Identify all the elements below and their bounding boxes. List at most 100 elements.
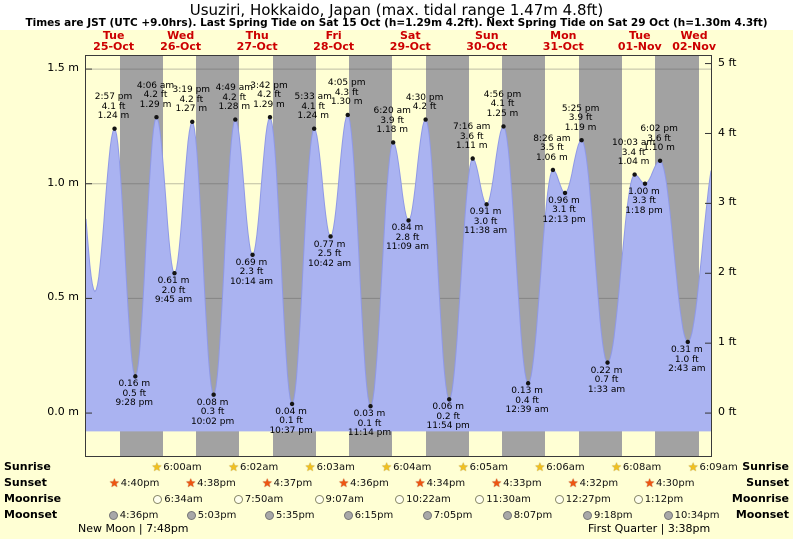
m-axis-tick-label: 0.5 m (47, 290, 79, 304)
tide-low-label: 0.61 m 2.0 ft 9:45 am (155, 277, 192, 306)
moonset-circle-icon (265, 510, 274, 520)
tide-label-line: 0.3 ft (200, 407, 225, 418)
sunrise-entry: ★ 6:09am (688, 460, 738, 474)
tide-label-line: 4:49 am (215, 83, 253, 93)
tide-label-line: 4.2 ft (412, 102, 437, 112)
tide-label-line: 0.4 ft (515, 395, 539, 406)
day-of-week: Thu (245, 29, 269, 42)
tide-low-label: 0.96 m 3.1 ft 12:13 pm (542, 196, 586, 226)
tide-label-line: 3.5 ft (540, 143, 564, 153)
moonset-time: 10:34pm (674, 509, 720, 521)
tide-high-label: 3:42 pm 4.2 ft 1.29 m (250, 81, 288, 111)
tide-label-line: 6:02 pm (640, 124, 678, 135)
tide-extreme-dot (233, 117, 238, 122)
tide-extreme-dot (550, 167, 556, 173)
tide-label-line: 0.31 m (670, 345, 703, 355)
moonrise-time: 10:22am (406, 493, 451, 505)
tide-high-label: 7:16 am 3.6 ft 1.11 m (453, 122, 490, 152)
sunrise-star-icon: ★ (151, 460, 163, 474)
tide-low-label: 0.31 m 1.0 ft 2:43 am (668, 345, 705, 375)
tide-high-label: 3:19 pm 4.2 ft 1.27 m (173, 86, 211, 115)
tide-extreme-dot (484, 202, 489, 207)
moonrise-circle-icon (475, 494, 485, 504)
tide-low-label: 0.06 m 0.2 ft 11:54 pm (427, 403, 470, 432)
tide-label-line: 1:33 am (587, 384, 626, 395)
sunset-star-icon: ★ (109, 476, 120, 490)
tide-extreme-dot (470, 156, 475, 161)
sunrise-entry: ★ 6:06am (535, 460, 585, 474)
tide-plot-area (85, 55, 712, 457)
sunset-time: 4:30pm (655, 477, 695, 489)
tide-high-label: 4:49 am 4.2 ft 1.28 m (215, 83, 253, 113)
moonset-time: 5:35pm (276, 509, 315, 521)
sunrise-entry: ★ 6:02am (228, 460, 278, 474)
tide-extreme-dot (368, 403, 373, 409)
tide-extreme-dot (605, 360, 610, 365)
sunrise-entry: ★ 6:08am (611, 460, 661, 474)
tide-label-line: 3.9 ft (568, 113, 593, 124)
moonrise-time: 9:07am (325, 493, 364, 505)
tide-low-label: 1.00 m 3.3 ft 1:18 pm (625, 186, 663, 217)
sunset-entry: ★ 4:36pm (338, 476, 388, 490)
moonrise-circle-icon (633, 494, 643, 504)
tide-label-line: 2.5 ft (317, 249, 342, 259)
tide-label-line: 4.2 ft (179, 94, 204, 105)
sunset-row-label-right: Sunset (746, 476, 789, 489)
tide-extreme-dot (289, 401, 295, 407)
tide-label-line: 3.6 ft (459, 131, 484, 142)
day-date: 30-Oct (466, 40, 508, 53)
page-subtitle: Times are JST (UTC +9.0hrs). Last Spring… (25, 17, 768, 29)
moonrise-time: 11:30am (486, 493, 531, 505)
sunset-entry: ★ 4:34pm (415, 476, 465, 490)
tide-label-line: 2.8 ft (395, 232, 420, 243)
sunset-star-icon: ★ (185, 476, 197, 490)
moonset-circle-icon (663, 510, 673, 520)
tide-label-line: 10:42 am (308, 258, 352, 269)
tide-label-line: 3.9 ft (380, 115, 405, 126)
moonset-circle-icon (502, 510, 512, 520)
sunrise-row-label-right: Sunrise (742, 460, 789, 473)
tide-label-line: 5:25 pm (561, 103, 600, 114)
page-title: Usuziri, Hokkaido, Japan (max. tidal ran… (189, 1, 604, 19)
tide-label-line: 1.00 m (628, 186, 660, 197)
ft-axis-tick-label: 4 ft (718, 125, 737, 139)
tide-extreme-dot (328, 234, 333, 239)
sunrise-time: 6:06am (546, 461, 585, 473)
sunrise-time: 6:02am (239, 461, 279, 473)
sunset-time: 4:40pm (120, 477, 160, 489)
day-label: Sun 30-Oct (466, 30, 507, 52)
tide-label-line: 1.29 m (139, 99, 172, 110)
tide-extreme-dot (642, 181, 648, 186)
tide-label-line: 0.7 ft (594, 375, 619, 386)
day-date: 26-Oct (160, 40, 202, 53)
tide-extreme-dot (657, 158, 663, 164)
day-of-week: Tue (629, 29, 651, 42)
moonrise-circle-icon (554, 494, 564, 504)
tide-label-line: 0.61 m (157, 276, 190, 287)
tide-high-label: 5:33 am 4.1 ft 1.24 m (295, 93, 332, 122)
tide-label-line: 12:39 am (505, 405, 549, 416)
tide-label-line: 10:14 am (229, 276, 274, 287)
sunrise-time: 6:09am (699, 461, 738, 473)
sunset-star-icon: ★ (261, 476, 273, 490)
tide-label-line: 1:18 pm (625, 205, 663, 216)
tide-label-line: 4.3 ft (334, 87, 359, 98)
sunrise-time: 6:08am (622, 461, 662, 473)
tide-label-line: 0.1 ft (357, 418, 382, 429)
tide-label-line: 0.22 m (590, 365, 623, 376)
tide-label-line: 12:13 pm (542, 214, 586, 225)
sunset-entry: ★ 4:33pm (491, 476, 541, 490)
sunset-time: 4:37pm (273, 477, 313, 489)
ft-axis-tick-label: 3 ft (718, 195, 737, 209)
day-date: 01-Nov (617, 40, 662, 53)
tide-low-label: 0.77 m 2.5 ft 10:42 am (308, 239, 352, 270)
moonrise-time: 12:27pm (565, 493, 611, 505)
tide-label-line: 0.04 m (275, 406, 307, 417)
day-label: Wed 02-Nov (672, 30, 716, 52)
moonrise-time: 7:50am (244, 493, 284, 505)
tide-label-line: 0.77 m (313, 239, 346, 250)
tide-label-line: 0.69 m (235, 257, 268, 268)
tide-label-line: 9:28 pm (115, 398, 154, 409)
day-label: Sat 29-Oct (390, 30, 431, 52)
tide-label-line: 1.0 ft (674, 354, 699, 365)
